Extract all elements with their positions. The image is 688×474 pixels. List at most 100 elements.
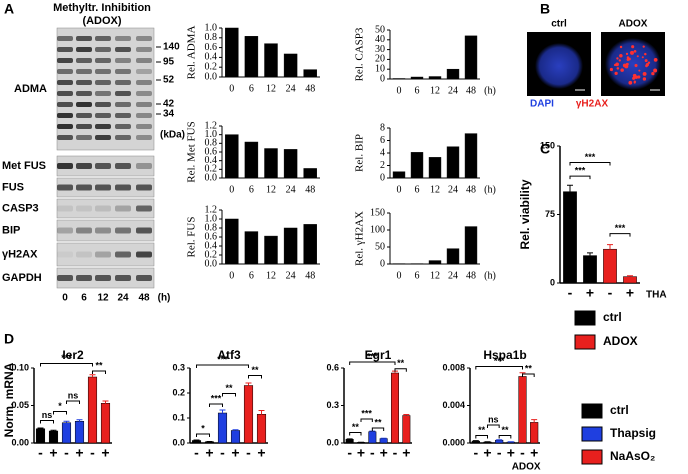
y-tick-label: 0.8 [205,32,218,43]
bar [244,141,259,179]
blot [56,198,155,219]
band [76,47,92,52]
bar [428,260,442,265]
y-axis-label: Rel. BIP [354,134,366,172]
focus [626,56,630,59]
band [76,58,92,63]
significance-bracket [360,418,373,422]
nucleus [605,38,661,90]
blot [56,219,155,242]
legend-swatch [581,403,603,419]
focus [631,45,635,49]
focus [645,62,649,67]
focus [609,67,614,72]
band [115,91,131,96]
band [76,163,92,169]
bar [225,27,239,78]
error-bar [89,374,96,377]
band [76,135,92,140]
band [76,227,92,234]
bar [243,385,254,444]
significance-label: ** [95,360,103,370]
y-tick-label: 0.4 [205,52,218,63]
bar [48,430,59,444]
x-tick-label: 0 [397,270,402,281]
x-tick-label: 48 [305,83,315,94]
x-tick-label: 24 [286,270,296,281]
band [136,47,152,52]
x-tick-label: - [90,445,95,461]
focus [625,63,629,66]
bar [74,421,85,444]
significance-label: *** [61,353,72,363]
focus [653,58,658,62]
x-tick-label: 0 [397,85,402,96]
x-tick-label: + [586,285,594,301]
significance-label: *** [615,223,626,233]
bar [410,76,424,80]
band [57,124,73,129]
stain-label: DAPI [530,99,554,110]
chart-title: Ier2 [62,348,84,362]
blot-row-label: CASP3 [2,202,39,214]
image-label: ctrl [551,19,567,30]
significance-bracket [209,403,223,407]
band [115,184,131,191]
legend-swatch [581,449,603,465]
x-tick-label: 12 [266,184,276,195]
focus [644,52,647,56]
band [57,113,73,118]
error-bar [219,409,226,413]
y-tick-label: 0.2 [205,61,218,72]
y-tick-label: 75 [545,209,555,219]
bar [623,276,637,284]
error-bar [37,427,44,429]
focus [626,58,630,61]
y-tick-label: 0.008 [442,362,465,372]
x-tick-label: 48 [466,184,476,195]
focus [618,59,621,62]
image-label: ADOX [619,19,648,30]
legend-label: NaAsO₂ [610,449,655,463]
y-tick-label: 8 [380,122,385,133]
x-tick-label: 48 [466,270,476,281]
focus [633,49,637,53]
panel-label: D [4,331,14,347]
y-tick-label: 0.0 [172,437,185,447]
y-tick-label: 0.1 [172,412,185,422]
bar [428,76,442,80]
x-tick-label: + [257,445,265,461]
focus [642,71,647,76]
band [57,91,73,96]
marker-label: 52 [163,75,175,86]
bar [446,68,460,80]
x-tick-label: 12 [430,85,440,96]
y-tick-label: 1.2 [205,120,218,131]
x-tick-label: + [231,445,239,461]
x-tick-label: - [370,445,375,461]
legend-label: ctrl [603,310,622,324]
focus [619,53,623,58]
y-tick-label: 40 [375,34,385,45]
x-tick-label: 0 [229,270,234,281]
significance-bracket [498,435,512,439]
y-tick-label: 0.10 [11,362,29,372]
legend-swatch [581,426,603,442]
x-tick-label: 6 [415,85,420,96]
blot-row-label: γH2AX [2,248,38,260]
error-bar [102,400,109,404]
error-bar [531,419,538,423]
band [136,227,152,234]
y-axis-label: Rel. ADMA [186,26,198,80]
y-tick-label: 0.0 [205,172,218,183]
bar [392,171,406,179]
focus [625,52,629,56]
marker-label: 42 [163,99,175,110]
marker-label: 95 [163,57,175,68]
band [136,135,152,140]
y-tick-label: 0 [380,73,385,84]
significance-label: ** [374,417,382,427]
blot [56,242,155,267]
x-tick-label: - [473,445,478,461]
